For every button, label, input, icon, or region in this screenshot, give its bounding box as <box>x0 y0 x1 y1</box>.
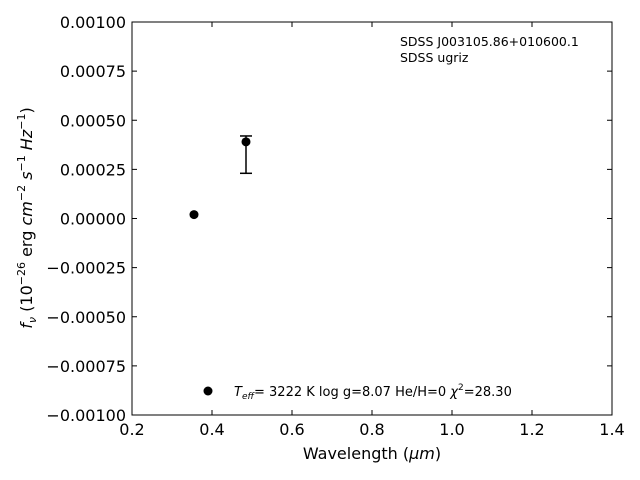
x-axis: 0.2 0.4 0.6 0.8 1.0 1.2 1.4 <box>119 22 625 439</box>
x-tick-label: 0.2 <box>119 420 144 439</box>
annotation-survey: SDSS ugriz <box>400 50 469 65</box>
legend: Teff= 3222 K log g=8.07 He/H=0 χ2=28.30 <box>203 383 512 402</box>
y-tick-label: −0.00025 <box>46 259 126 278</box>
y-axis: −0.00100 −0.00075 −0.00050 −0.00025 0.00000 0… <box>46 13 612 425</box>
legend-label: Teff= 3222 K log g=8.07 He/H=0 χ2=28.30 <box>234 383 512 402</box>
x-tick-label: 0.8 <box>359 420 384 439</box>
y-tick-label: −0.00075 <box>46 357 126 376</box>
data-point <box>189 210 199 220</box>
x-tick-label: 1.4 <box>599 420 624 439</box>
y-tick-label: 0.00075 <box>60 62 126 81</box>
y-tick-label: −0.00050 <box>46 308 126 327</box>
x-tick-label: 1.0 <box>439 420 464 439</box>
x-tick-label: 1.2 <box>519 420 544 439</box>
data-points <box>189 135 252 220</box>
y-tick-label: 0.00100 <box>60 13 126 32</box>
data-point <box>241 137 251 147</box>
y-tick-label: 0.00025 <box>60 160 126 179</box>
x-tick-label: 0.4 <box>199 420 224 439</box>
annotation-object-name: SDSS J003105.86+010600.1 <box>400 34 579 49</box>
y-tick-label: −0.00100 <box>46 406 126 425</box>
x-tick-label: 0.6 <box>279 420 304 439</box>
x-axis-label: Wavelength (μm) <box>303 444 441 463</box>
y-axis-label: fν (10−26 erg cm−2 s−1 Hz−1) <box>15 107 39 328</box>
legend-marker <box>203 386 213 396</box>
y-tick-label: 0.00000 <box>60 210 126 229</box>
plot-frame <box>131 21 613 416</box>
y-tick-label: 0.00050 <box>60 111 126 130</box>
